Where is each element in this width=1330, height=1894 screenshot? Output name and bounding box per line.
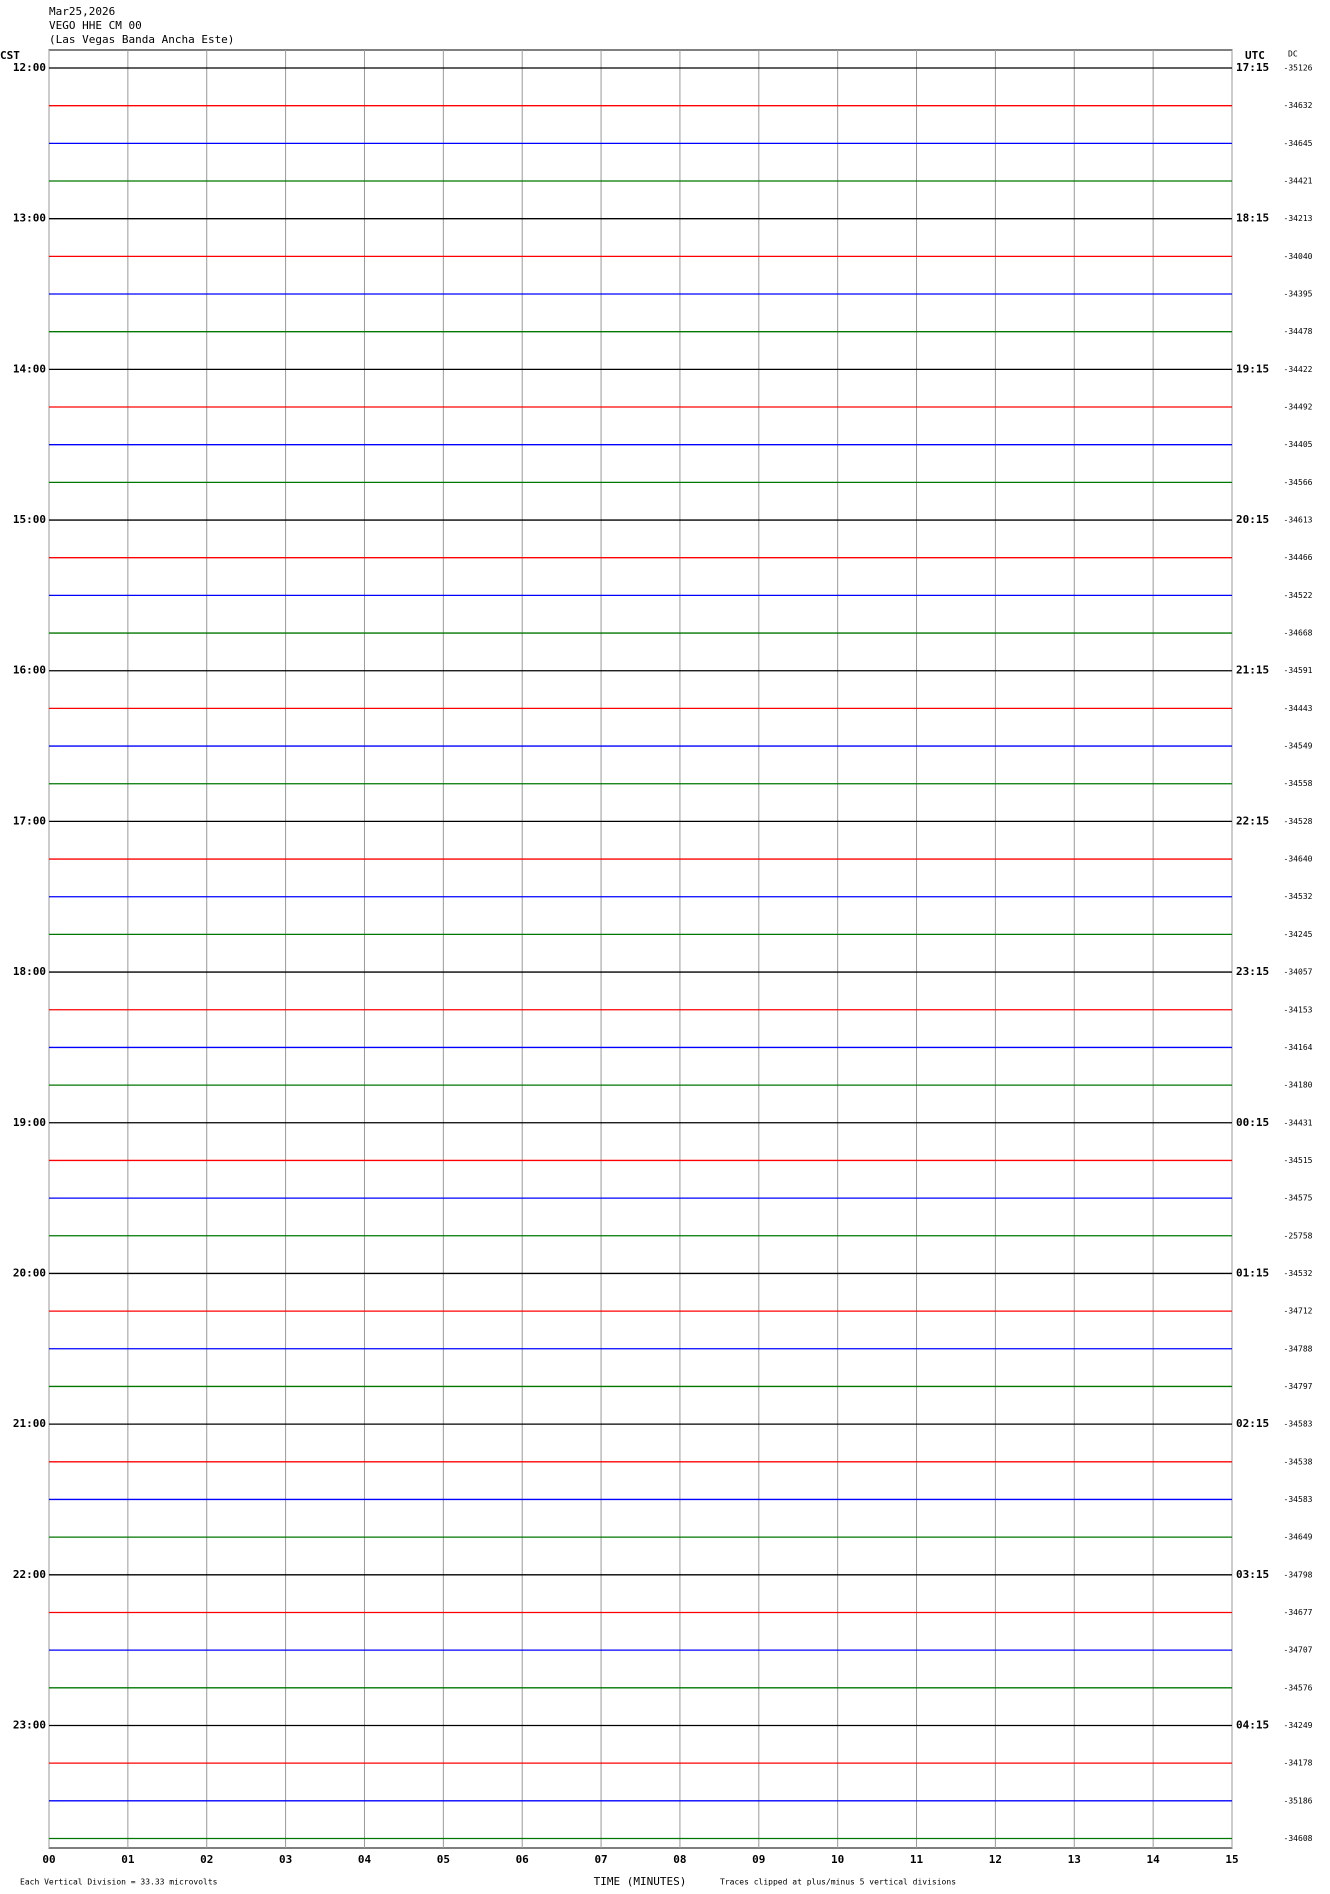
dc-title: DC: [1288, 50, 1298, 59]
x-tick-label: 14: [1147, 1853, 1161, 1866]
dc-value: -25758: [1284, 1231, 1313, 1240]
dc-value: -34528: [1284, 817, 1313, 826]
dc-value: -34249: [1284, 1721, 1313, 1730]
cst-label: 23:00: [13, 1718, 46, 1731]
dc-value: -34632: [1284, 101, 1313, 110]
dc-value: -34532: [1284, 1269, 1313, 1278]
scale-note: Each Vertical Division = 33.33 microvolt…: [20, 1878, 218, 1887]
utc-label: 01:15: [1236, 1266, 1269, 1279]
dc-value: -34057: [1284, 968, 1313, 977]
dc-value: -34245: [1284, 930, 1313, 939]
dc-value: -34640: [1284, 855, 1313, 864]
dc-value: -34583: [1284, 1420, 1313, 1429]
cst-label: 19:00: [13, 1116, 46, 1129]
utc-label: 22:15: [1236, 814, 1269, 827]
utc-label: 21:15: [1236, 664, 1269, 677]
dc-value: -34431: [1284, 1118, 1313, 1127]
cst-label: 17:00: [13, 814, 46, 827]
dc-value: -34649: [1284, 1533, 1313, 1542]
dc-value: -34575: [1284, 1194, 1313, 1203]
cst-title: CST: [0, 49, 20, 62]
x-tick-label: 08: [673, 1853, 686, 1866]
dc-value: -34466: [1284, 553, 1313, 562]
x-tick-label: 12: [989, 1853, 1002, 1866]
dc-value: -34538: [1284, 1457, 1313, 1466]
utc-label: 18:15: [1236, 212, 1269, 225]
dc-value: -34798: [1284, 1570, 1313, 1579]
dc-value: -34645: [1284, 139, 1313, 148]
dc-value: -34707: [1284, 1646, 1313, 1655]
dc-value: -34040: [1284, 252, 1313, 261]
dc-value: -34180: [1284, 1081, 1313, 1090]
dc-value: -34613: [1284, 516, 1313, 525]
plot-frame: [48, 49, 1233, 1849]
dc-value: -34576: [1284, 1683, 1313, 1692]
dc-value: -34566: [1284, 478, 1313, 487]
x-tick-label: 11: [910, 1853, 924, 1866]
dc-value: -34558: [1284, 779, 1313, 788]
x-tick-label: 09: [752, 1853, 765, 1866]
cst-label: 15:00: [13, 513, 46, 526]
utc-label: 17:15: [1236, 61, 1269, 74]
dc-value: -34492: [1284, 403, 1313, 412]
dc-value: -34712: [1284, 1307, 1313, 1316]
cst-label: 16:00: [13, 664, 46, 677]
dc-value: -34583: [1284, 1495, 1313, 1504]
dc-value: -34153: [1284, 1005, 1313, 1014]
dc-value: -34788: [1284, 1344, 1313, 1353]
dc-value: -34405: [1284, 440, 1313, 449]
x-tick-label: 04: [358, 1853, 372, 1866]
x-tick-label: 15: [1225, 1853, 1238, 1866]
dc-value: -34395: [1284, 290, 1313, 299]
location: (Las Vegas Banda Ancha Este): [49, 33, 234, 46]
dc-value: -34478: [1284, 327, 1313, 336]
cst-label: 20:00: [13, 1266, 46, 1279]
x-tick-label: 00: [42, 1853, 55, 1866]
dc-value: -34591: [1284, 666, 1313, 675]
cst-label: 21:00: [13, 1417, 46, 1430]
utc-label: 00:15: [1236, 1116, 1269, 1129]
dc-value: -35186: [1284, 1796, 1313, 1805]
dc-value: -34668: [1284, 629, 1313, 638]
utc-label: 20:15: [1236, 513, 1269, 526]
utc-label: 03:15: [1236, 1568, 1269, 1581]
cst-label: 13:00: [13, 212, 46, 225]
x-tick-label: 01: [121, 1853, 135, 1866]
utc-label: 19:15: [1236, 362, 1269, 375]
cst-label: 18:00: [13, 965, 46, 978]
dc-value: -34608: [1284, 1834, 1313, 1843]
dc-value: -34422: [1284, 365, 1313, 374]
x-axis-title: TIME (MINUTES): [594, 1875, 687, 1888]
cst-label: 22:00: [13, 1568, 46, 1581]
utc-label: 02:15: [1236, 1417, 1269, 1430]
dc-value: -35126: [1284, 64, 1313, 73]
cst-label: 12:00: [13, 61, 46, 74]
dc-value: -34677: [1284, 1608, 1313, 1617]
utc-label: 23:15: [1236, 965, 1269, 978]
utc-label: 04:15: [1236, 1718, 1269, 1731]
dc-value: -34515: [1284, 1156, 1313, 1165]
dc-value: -34213: [1284, 214, 1313, 223]
dc-value: -34421: [1284, 177, 1313, 186]
dc-value: -34549: [1284, 742, 1313, 751]
dc-value: -34522: [1284, 591, 1313, 600]
dc-value: -34532: [1284, 892, 1313, 901]
dc-value: -34164: [1284, 1043, 1313, 1052]
x-tick-label: 03: [279, 1853, 292, 1866]
x-tick-label: 13: [1068, 1853, 1081, 1866]
x-tick-label: 10: [831, 1853, 844, 1866]
dc-value: -34178: [1284, 1759, 1313, 1768]
date: Mar25,2026: [49, 5, 115, 18]
dc-value: -34797: [1284, 1382, 1313, 1391]
x-tick-label: 02: [200, 1853, 213, 1866]
x-tick-label: 05: [437, 1853, 450, 1866]
cst-label: 14:00: [13, 362, 46, 375]
x-tick-label: 06: [516, 1853, 530, 1866]
dc-value: -34443: [1284, 704, 1313, 713]
utc-title: UTC: [1245, 49, 1265, 62]
station: VEGO HHE CM 00: [49, 19, 142, 32]
x-tick-label: 07: [594, 1853, 607, 1866]
clip-note: Traces clipped at plus/minus 5 vertical …: [720, 1878, 956, 1887]
